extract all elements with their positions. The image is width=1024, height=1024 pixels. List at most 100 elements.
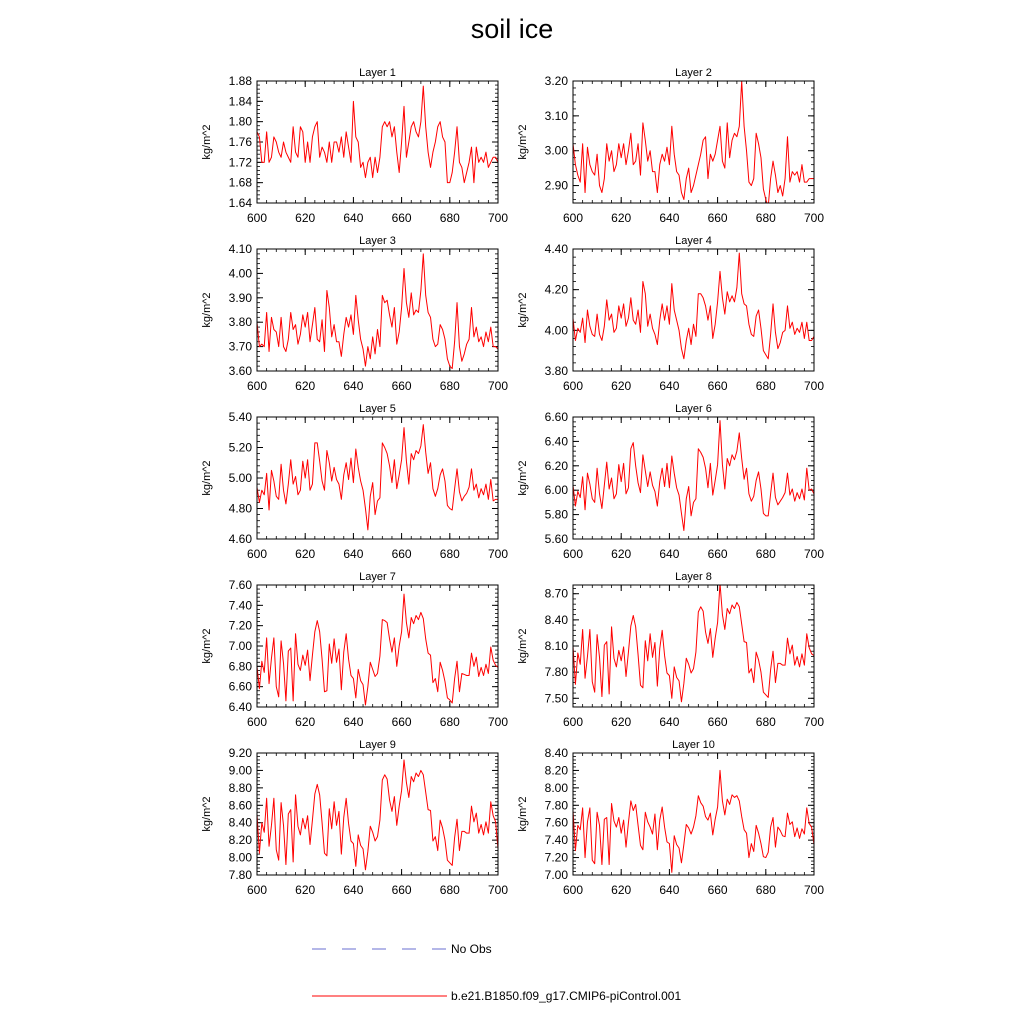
y-tick-label: 4.60 xyxy=(229,532,253,546)
y-tick-label: 3.70 xyxy=(229,340,253,354)
panel-title: Layer 4 xyxy=(675,235,712,247)
y-tick-label: 1.68 xyxy=(229,176,253,190)
y-tick-label: 7.00 xyxy=(229,639,253,653)
x-tick-label: 620 xyxy=(611,379,631,393)
y-axis-label: kg/m^2 xyxy=(517,460,529,495)
x-tick-label: 700 xyxy=(804,547,824,561)
x-tick-label: 600 xyxy=(247,883,267,897)
x-tick-label: 680 xyxy=(440,547,460,561)
y-tick-label: 7.20 xyxy=(229,619,253,633)
series-line xyxy=(257,85,498,184)
x-tick-label: 600 xyxy=(247,211,267,225)
plot-frame xyxy=(256,752,499,876)
x-tick-label: 600 xyxy=(247,715,267,729)
x-tick-label: 640 xyxy=(343,883,363,897)
x-tick-label: 640 xyxy=(343,715,363,729)
y-tick-label: 7.00 xyxy=(545,868,569,882)
x-tick-label: 600 xyxy=(563,883,583,897)
series-line xyxy=(573,420,814,531)
x-tick-label: 640 xyxy=(343,547,363,561)
panel-layer-9: Layer 9 kg/m^2 600 620 640 660 680 700 7.80 8.00 8… xyxy=(201,739,508,897)
series-line xyxy=(257,253,498,370)
panel-layer-2: Layer 2 kg/m^2 600 620 640 660 680 700 2.90 3.00 3… xyxy=(517,67,824,225)
series-line xyxy=(257,759,498,871)
y-tick-label: 7.60 xyxy=(545,816,569,830)
y-tick-label: 3.80 xyxy=(229,315,253,329)
y-tick-label: 4.20 xyxy=(545,283,569,297)
y-tick-label: 7.50 xyxy=(545,691,569,705)
series-line xyxy=(573,252,814,360)
panel-layer-5: Layer 5 kg/m^2 600 620 640 660 680 700 4.60 4.80 5… xyxy=(201,403,508,561)
x-tick-label: 700 xyxy=(488,379,508,393)
x-tick-label: 620 xyxy=(611,211,631,225)
y-tick-label: 3.60 xyxy=(229,364,253,378)
series-line xyxy=(573,769,814,873)
panel-title: Layer 1 xyxy=(359,67,396,79)
y-tick-label: 8.70 xyxy=(545,587,569,601)
y-tick-label: 9.00 xyxy=(229,763,253,777)
y-axis-label: kg/m^2 xyxy=(201,628,213,663)
x-tick-label: 700 xyxy=(804,211,824,225)
y-tick-label: 3.90 xyxy=(229,291,253,305)
y-tick-label: 1.80 xyxy=(229,115,253,129)
x-tick-label: 620 xyxy=(295,211,315,225)
y-tick-label: 4.10 xyxy=(229,242,253,256)
x-tick-label: 660 xyxy=(392,379,412,393)
y-tick-label: 6.80 xyxy=(229,659,253,673)
y-tick-label: 8.80 xyxy=(229,781,253,795)
x-tick-label: 640 xyxy=(343,211,363,225)
y-tick-label: 8.40 xyxy=(545,746,569,760)
y-tick-label: 1.72 xyxy=(229,155,253,169)
y-tick-label: 5.60 xyxy=(545,532,569,546)
x-tick-label: 620 xyxy=(295,715,315,729)
panel-title: Layer 5 xyxy=(359,403,396,415)
y-axis-label: kg/m^2 xyxy=(517,124,529,159)
panel-title: Layer 8 xyxy=(675,571,712,583)
panel-layer-1: Layer 1 kg/m^2 600 620 640 660 680 700 1.64 1.68 1… xyxy=(201,67,508,225)
x-tick-label: 660 xyxy=(392,883,412,897)
y-axis-label: kg/m^2 xyxy=(201,796,213,831)
plot-frame xyxy=(256,248,499,372)
y-tick-label: 9.20 xyxy=(229,746,253,760)
x-tick-label: 620 xyxy=(295,379,315,393)
series-line xyxy=(257,424,498,531)
x-tick-label: 660 xyxy=(708,883,728,897)
y-tick-label: 5.40 xyxy=(229,410,253,424)
x-tick-label: 640 xyxy=(659,547,679,561)
y-tick-label: 7.60 xyxy=(229,578,253,592)
y-tick-label: 7.80 xyxy=(229,868,253,882)
x-tick-label: 700 xyxy=(488,715,508,729)
x-tick-label: 620 xyxy=(611,547,631,561)
y-tick-label: 6.40 xyxy=(229,700,253,714)
y-axis-label: kg/m^2 xyxy=(517,796,529,831)
x-tick-label: 680 xyxy=(440,379,460,393)
y-axis-label: kg/m^2 xyxy=(201,124,213,159)
panel-layer-4: Layer 4 kg/m^2 600 620 640 660 680 700 3.80 4.00 4… xyxy=(517,235,824,393)
x-tick-label: 600 xyxy=(247,547,267,561)
plot-frame xyxy=(256,416,499,540)
x-tick-label: 600 xyxy=(247,379,267,393)
plot-frame xyxy=(572,584,815,708)
panel-title: Layer 6 xyxy=(675,403,712,415)
x-tick-label: 680 xyxy=(440,883,460,897)
y-axis-label: kg/m^2 xyxy=(517,292,529,327)
plot-frame xyxy=(572,752,815,876)
x-tick-label: 600 xyxy=(563,547,583,561)
y-tick-label: 5.80 xyxy=(545,508,569,522)
plot-frame xyxy=(572,416,815,540)
y-tick-label: 8.00 xyxy=(545,781,569,795)
y-axis-label: kg/m^2 xyxy=(201,460,213,495)
plot-frame xyxy=(256,80,499,204)
series-line xyxy=(573,585,814,703)
series-line xyxy=(573,81,814,203)
panel-layer-7: Layer 7 kg/m^2 600 620 640 660 680 700 6.40 6.60 6… xyxy=(201,571,508,729)
panel-layer-6: Layer 6 kg/m^2 600 620 640 660 680 700 5.60 5.80 6… xyxy=(517,403,824,561)
y-tick-label: 7.40 xyxy=(545,833,569,847)
panel-layer-3: Layer 3 kg/m^2 600 620 640 660 680 700 3.60 3.70 3… xyxy=(201,235,508,393)
x-tick-label: 640 xyxy=(659,379,679,393)
panel-title: Layer 10 xyxy=(672,739,715,751)
y-tick-label: 3.00 xyxy=(545,144,569,158)
y-axis-label: kg/m^2 xyxy=(517,628,529,663)
x-tick-label: 680 xyxy=(756,379,776,393)
